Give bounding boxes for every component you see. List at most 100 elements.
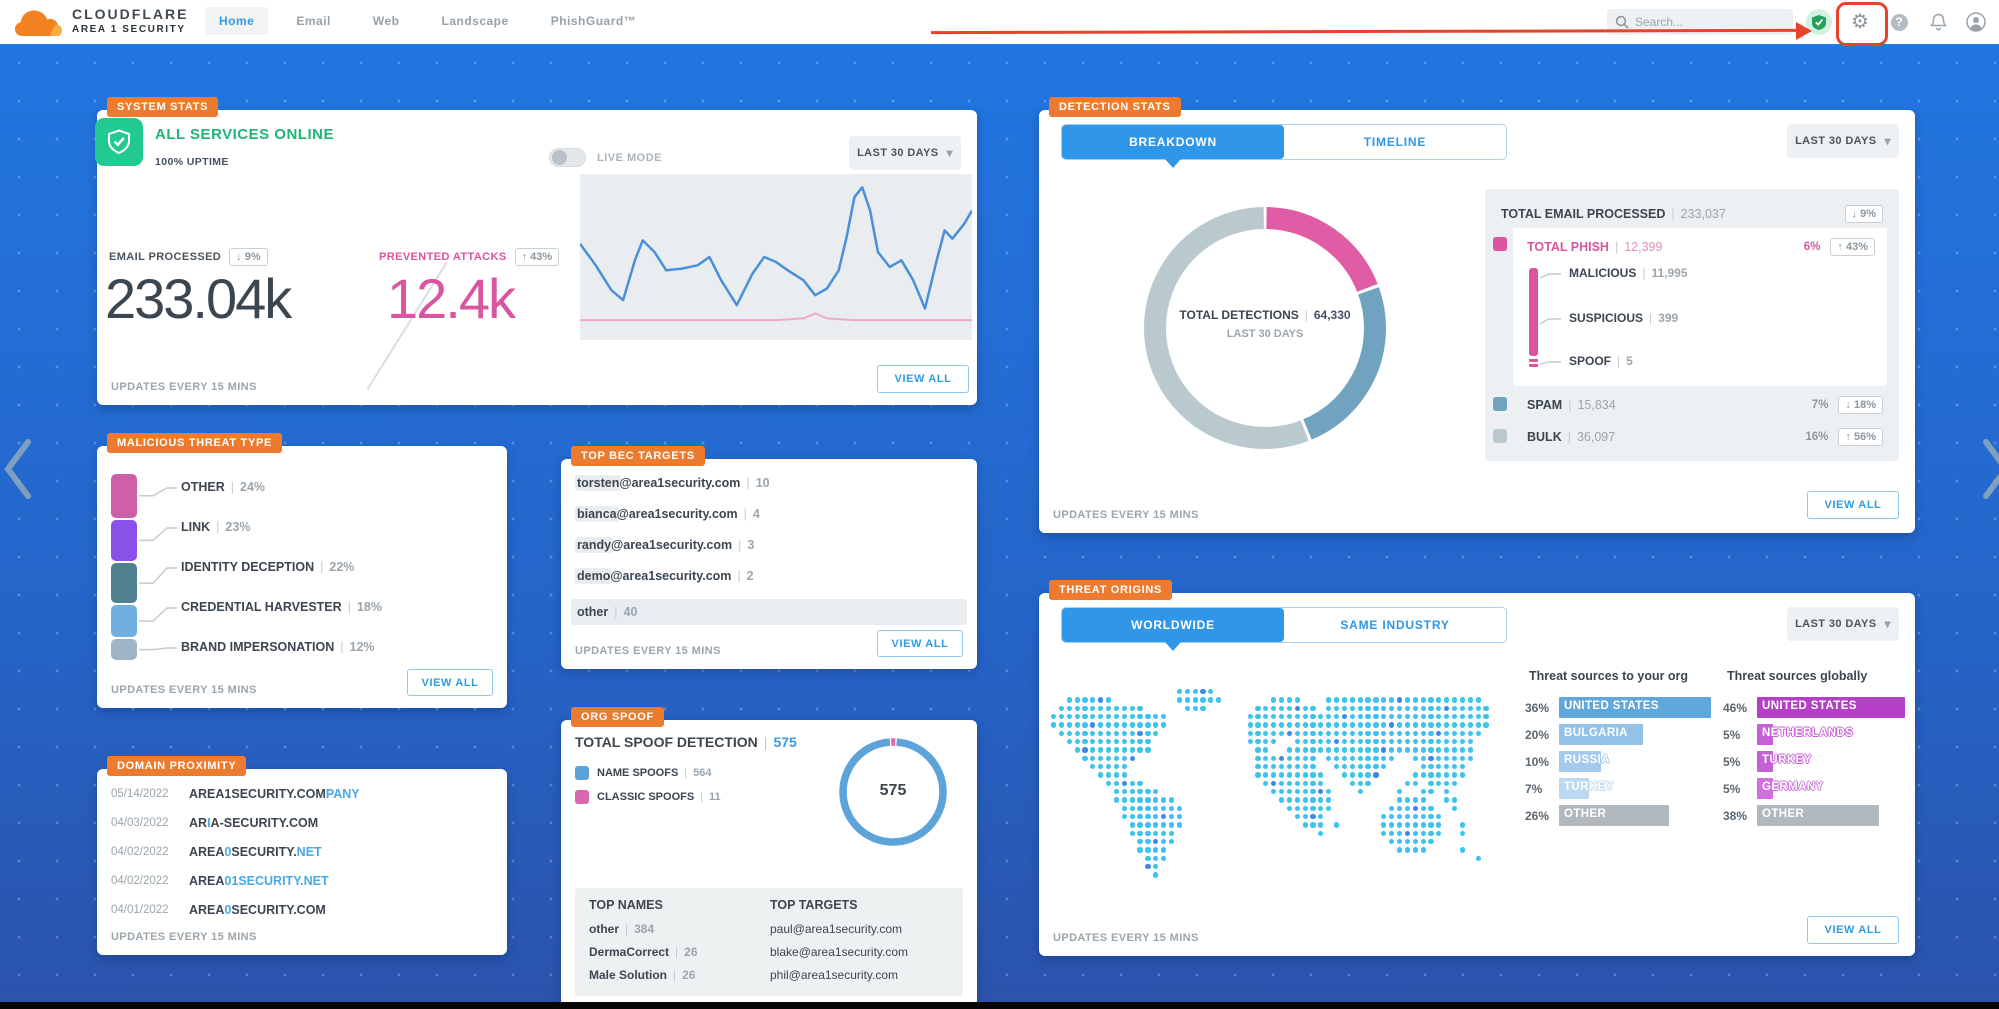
phish-child-row: SPOOF5 (1569, 354, 1633, 368)
updates-note: UPDATES EVERY 15 MINS (1053, 932, 1199, 944)
bulk-row: BULK36,097 16% ↑ 56% (1527, 428, 1883, 446)
user-profile-icon[interactable] (1964, 10, 1988, 34)
country-bar-row: 46% UNITED STATES (1723, 697, 1909, 718)
detection-breakdown-panel: TOTAL EMAIL PROCESSED233,037 ↓ 9% TOTAL … (1485, 189, 1899, 461)
pipe-separator (1299, 308, 1314, 322)
legend-swatch (575, 766, 589, 780)
world-dot-map (1051, 689, 1507, 889)
bar-percent: 7% (1525, 781, 1543, 796)
pipe-separator (1611, 354, 1626, 368)
stacked-bar-segment (111, 605, 137, 638)
nav-item-landscape[interactable]: Landscape (441, 14, 509, 28)
pipe-separator (210, 520, 225, 534)
bar-fill (1559, 778, 1589, 799)
brand-name: CLOUDFLARE (72, 6, 189, 22)
threat-type-row: IDENTITY DECEPTION22% (181, 560, 354, 574)
tab-same-industry[interactable]: SAME INDUSTRY (1284, 608, 1506, 642)
services-shield-icon (95, 118, 143, 166)
connector-lines (139, 487, 177, 651)
system-stats-card: SYSTEM STATS ALL SERVICES ONLINE 100% UP… (95, 97, 977, 405)
detection-tabs: BREAKDOWN TIMELINE (1061, 124, 1507, 168)
period-dropdown[interactable]: LAST 30 DAYS (1787, 124, 1899, 158)
threat-type-row: LINK23% (181, 520, 250, 534)
top-target-row: blake@area1security.com (770, 945, 909, 959)
next-page-chevron-icon[interactable] (1982, 438, 1999, 500)
pipe-separator (619, 922, 634, 936)
nav-item-web[interactable]: Web (372, 14, 400, 28)
spoof-donut-center-value: 575 (879, 782, 907, 799)
email-processed-label: EMAIL PROCESSED (109, 251, 222, 263)
spam-row: SPAM15,834 7% ↓ 18% (1527, 396, 1883, 414)
domain-proximity-card: DOMAIN PROXIMITY 05/14/2022 AREA1SECURITY… (97, 756, 507, 955)
pipe-separator (225, 480, 240, 494)
pipe-separator (1636, 266, 1651, 280)
view-all-button[interactable]: VIEW ALL (1807, 491, 1899, 519)
stacked-bar-segment (111, 563, 137, 603)
updates-note: UPDATES EVERY 15 MINS (111, 381, 257, 393)
pipe-separator (1562, 430, 1577, 444)
tab-timeline[interactable]: TIMELINE (1284, 125, 1506, 159)
bar-country-label: BULGARIA (1564, 727, 1628, 739)
notifications-bell-icon[interactable] (1926, 10, 1950, 34)
view-all-button[interactable]: VIEW ALL (1807, 916, 1899, 944)
top-name-row: Male Solution26 (589, 968, 695, 982)
phish-mini-bar-tick (1529, 364, 1538, 367)
cloudflare-logo-icon (15, 10, 62, 36)
view-all-button[interactable]: VIEW ALL (407, 669, 493, 696)
brand: CLOUDFLARE AREA 1 SECURITY (72, 6, 188, 35)
bar-country-label: UNITED STATES (1564, 700, 1659, 712)
tab-worldwide[interactable]: WORLDWIDE (1062, 608, 1284, 651)
legend-item-name-spoofs: NAME SPOOFS564 (575, 766, 712, 780)
donut-period: LAST 30 DAYS (1226, 328, 1304, 340)
nav-item-email[interactable]: Email (296, 14, 331, 28)
bulk-pct: 16% (1805, 431, 1829, 443)
pipe-separator (608, 605, 623, 619)
pipe-separator (1609, 240, 1624, 254)
bar-percent: 10% (1525, 754, 1550, 769)
country-bar-row: 36% UNITED STATES (1525, 697, 1717, 718)
phish-mini-bar-tick (1529, 359, 1538, 362)
domain-row: 04/01/2022 AREA 0 SECURITY.COM (111, 903, 326, 917)
view-all-button[interactable]: VIEW ALL (877, 630, 963, 657)
pipe-separator (758, 734, 774, 750)
period-dropdown[interactable]: LAST 30 DAYS (1787, 607, 1899, 641)
previous-page-chevron-icon[interactable] (4, 438, 32, 500)
view-all-button[interactable]: VIEW ALL (877, 365, 969, 393)
spoof-total-title: TOTAL SPOOF DETECTION575 (575, 734, 797, 750)
bar-percent: 5% (1723, 781, 1741, 796)
phish-child-row: SUSPICIOUS399 (1569, 311, 1678, 325)
search-input[interactable] (1635, 15, 1775, 29)
threat-type-row: CREDENTIAL HARVESTER18% (181, 600, 382, 614)
top-target-row: paul@area1security.com (770, 922, 903, 936)
country-bar-row: 5% GERMANY (1723, 778, 1909, 799)
pipe-separator (1665, 207, 1680, 221)
prevented-attacks-label: PREVENTED ATTACKS (379, 251, 507, 263)
period-dropdown[interactable]: LAST 30 DAYS (849, 136, 961, 170)
country-bar-row: 26% OTHER (1525, 805, 1717, 826)
tab-breakdown[interactable]: BREAKDOWN (1062, 125, 1284, 168)
card-tag: MALICIOUS THREAT TYPE (107, 433, 283, 453)
chevron-down-icon (946, 146, 952, 160)
card-tag: THREAT ORIGINS (1049, 580, 1173, 600)
pipe-separator (1562, 398, 1577, 412)
bec-target-row: randy@area1security.com3 (575, 537, 754, 553)
card-tag: ORG SPOOF (571, 707, 664, 727)
email-processed-delta-badge: ↓ 9% (229, 248, 268, 266)
total-email-row: TOTAL EMAIL PROCESSED233,037 ↓ 9% (1501, 205, 1883, 223)
period-value: LAST 30 DAYS (857, 147, 939, 159)
org-sources-header: Threat sources to your org (1529, 669, 1689, 683)
top-nav: CLOUDFLARE AREA 1 SECURITY Home Email We… (0, 0, 1999, 44)
card-tag: DETECTION STATS (1049, 97, 1181, 117)
nav-item-home[interactable]: Home (205, 7, 269, 35)
uptime-text: 100% UPTIME (155, 156, 229, 168)
help-icon[interactable]: ? (1887, 10, 1911, 34)
total-email-delta-badge: ↓ 9% (1844, 205, 1883, 223)
threat-type-row: BRAND IMPERSONATION12% (181, 640, 375, 654)
updates-note: UPDATES EVERY 15 MINS (111, 931, 257, 943)
detection-stats-card: DETECTION STATS BREAKDOWN TIMELINE LAST … (1039, 97, 1915, 533)
nav-item-phishguard[interactable]: PhishGuard™ (550, 14, 637, 28)
total-phish-subcard: TOTAL PHISH12,399 6% ↑ 43% MALICIOUS11,9… (1513, 228, 1887, 386)
live-mode-toggle[interactable] (549, 148, 586, 167)
global-sources-header: Threat sources globally (1727, 669, 1868, 683)
